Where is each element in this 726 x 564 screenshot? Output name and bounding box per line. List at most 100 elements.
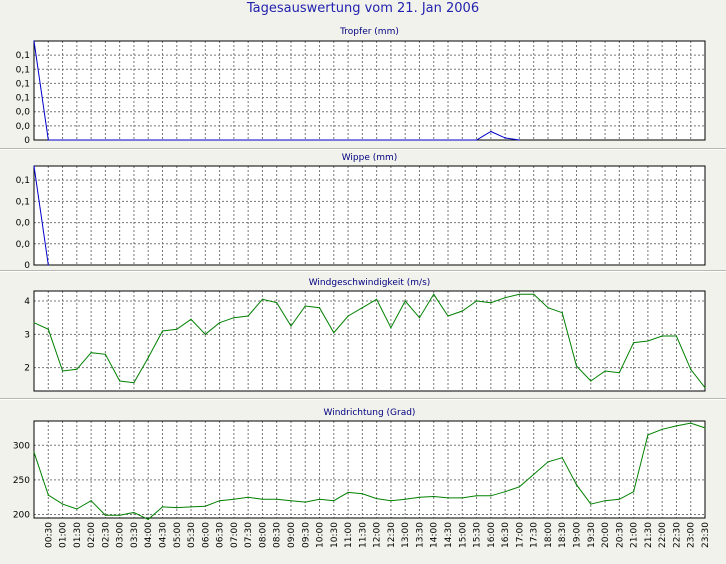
y-tick-label: 3 [24, 330, 30, 340]
data-point [575, 484, 578, 486]
series-line [33, 293, 706, 389]
data-point [661, 428, 663, 430]
y-tick-label: 0,0 [16, 219, 31, 229]
data-point [204, 333, 206, 335]
plot-frame [33, 290, 706, 392]
panel-divider [0, 398, 726, 400]
data-point [119, 380, 121, 382]
chart-title: Wippe (mm) [342, 153, 398, 163]
x-tick-label: 03:00 [116, 522, 126, 548]
data-point [561, 312, 563, 314]
data-point [604, 370, 606, 372]
x-tick-label: 00:30 [44, 522, 54, 548]
y-tick-label: 200 [13, 511, 30, 521]
data-point [490, 130, 492, 133]
data-point [690, 422, 692, 424]
y-tick-label: 0,1 [16, 176, 30, 186]
y-tick-label: 300 [13, 441, 30, 451]
data-point [76, 368, 78, 370]
data-point [390, 500, 392, 502]
x-tick-label: 21:30 [644, 522, 654, 548]
data-point [647, 434, 649, 436]
data-point [219, 500, 221, 502]
data-point [133, 511, 135, 514]
data-point [62, 139, 64, 141]
data-point [33, 322, 35, 324]
data-point [504, 297, 506, 299]
x-tick-label: 22:00 [658, 522, 668, 548]
data-point [62, 370, 64, 372]
x-tick-label: 03:30 [130, 522, 140, 548]
data-point [247, 315, 249, 317]
x-tick-label: 01:30 [73, 522, 83, 548]
plot-background [34, 291, 705, 391]
data-point [333, 332, 335, 334]
x-tick-label: 12:30 [387, 522, 397, 548]
x-tick-label: 12:00 [373, 522, 383, 548]
data-point [376, 298, 378, 300]
chart-panel: 0 0,0 0,0 0,1 0,1 Wippe (mm) [16, 153, 706, 271]
data-point [90, 500, 92, 502]
plot-background [34, 421, 705, 518]
x-tick-label: 23:30 [701, 522, 711, 548]
data-point [461, 497, 463, 499]
plot-frame [33, 420, 706, 519]
y-tick-label: 2 [24, 364, 30, 374]
data-point [590, 380, 592, 382]
panel-divider [0, 270, 726, 272]
data-point [133, 382, 135, 384]
x-tick-label: 11:00 [344, 522, 354, 548]
data-point [490, 302, 492, 304]
x-tick-label: 13:30 [416, 522, 426, 548]
data-point [304, 501, 306, 503]
data-point [661, 335, 663, 337]
data-point [47, 494, 49, 496]
chart-panel: 2 3 4 Windgeschwindigkeit (m/s) [24, 278, 706, 392]
data-point [318, 307, 321, 309]
x-tick-label: 04:00 [144, 522, 154, 548]
data-point [518, 293, 521, 295]
x-tick-label: 08:00 [258, 522, 268, 548]
x-tick-label: 16:30 [501, 522, 511, 548]
x-tick-label: 18:00 [544, 522, 554, 548]
data-point [490, 495, 492, 497]
page-title: Tagesauswertung vom 21. Jan 2006 [246, 1, 480, 16]
data-point [261, 498, 263, 500]
data-point [33, 165, 35, 167]
data-point [204, 505, 206, 507]
series-line [33, 422, 706, 520]
x-tick-label: 06:00 [201, 522, 211, 548]
x-tick-label: 04:30 [159, 522, 169, 548]
y-tick-label: 250 [13, 476, 30, 486]
x-tick-label: 05:30 [187, 522, 197, 548]
data-point [147, 518, 149, 521]
data-point [547, 461, 549, 463]
data-point [347, 315, 349, 317]
x-tick-label: 11:30 [358, 522, 368, 548]
data-point [190, 506, 192, 508]
data-point [361, 493, 363, 495]
data-point [147, 357, 149, 359]
data-point [176, 507, 178, 509]
data-point [361, 307, 363, 309]
plot-background [34, 166, 705, 265]
data-point [47, 139, 49, 141]
data-point [604, 500, 606, 502]
data-point [690, 368, 692, 370]
x-tick-label: 07:30 [244, 522, 254, 548]
y-tick-label: 0 [24, 136, 30, 146]
data-point [161, 506, 164, 508]
data-point [418, 317, 421, 319]
y-tick-label: 0,1 [16, 94, 30, 104]
x-tick-label: 17:00 [515, 522, 525, 548]
data-point [219, 322, 221, 324]
x-tick-label: 05:00 [173, 522, 183, 548]
data-point [33, 40, 35, 42]
x-tick-label: 07:00 [230, 522, 240, 548]
data-point [104, 353, 106, 355]
data-point [518, 139, 521, 141]
y-tick-label: 0,0 [16, 240, 31, 250]
data-point [104, 514, 106, 516]
data-point [704, 427, 706, 429]
